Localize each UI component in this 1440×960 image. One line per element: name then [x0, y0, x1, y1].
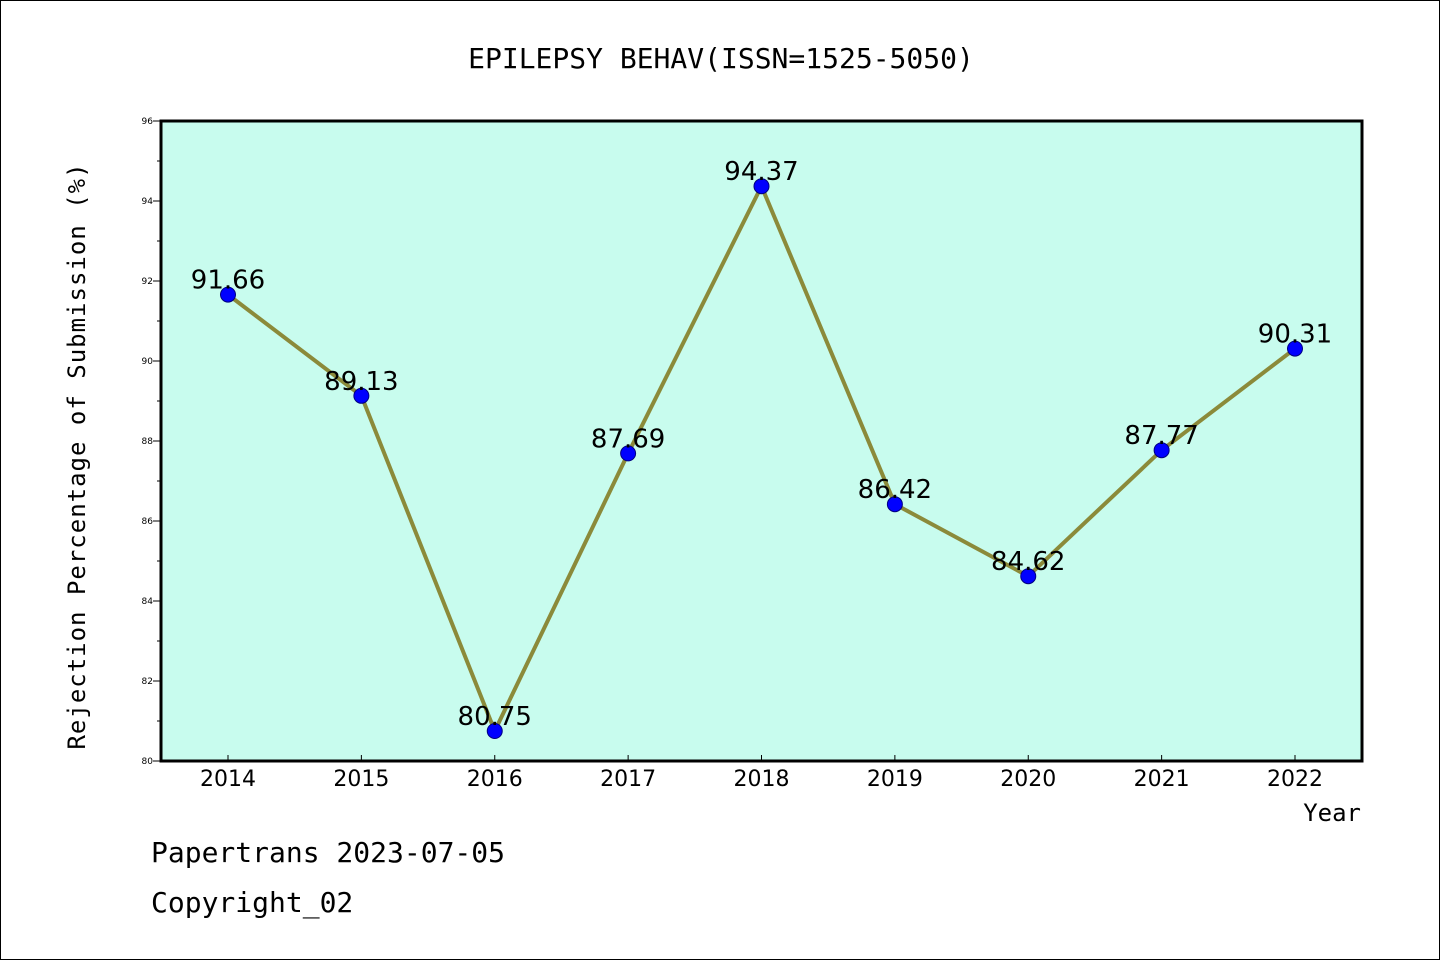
x-tick-label: 2017 [600, 767, 656, 792]
y-tick-label: 84 [142, 597, 154, 607]
y-axis-label: Rejection Percentage of Submission (%) [63, 162, 91, 749]
x-tick-label: 2016 [467, 767, 523, 792]
x-axis: 2014 2015 2016 2017 2018 2019 2020 2021 2022 [200, 755, 1323, 792]
data-point [620, 445, 637, 462]
data-label: 91.66 [191, 266, 265, 296]
x-tick-label: 2014 [200, 767, 256, 792]
y-tick-label: 94 [142, 197, 154, 207]
y-tick-label: 92 [142, 277, 153, 287]
x-tick-label: 2019 [867, 767, 923, 792]
y-tick-label: 86 [142, 517, 154, 527]
data-point [886, 496, 903, 513]
y-tick-label: 90 [142, 357, 154, 367]
data-point [1020, 568, 1037, 585]
data-label: 84.62 [991, 547, 1065, 577]
x-tick-label: 2018 [734, 767, 790, 792]
data-label: 86.42 [858, 475, 932, 505]
y-tick-label: 80 [142, 757, 154, 767]
chart-title: EPILEPSY BEHAV(ISSN=1525-5050) [468, 42, 974, 75]
x-tick-label: 2022 [1267, 767, 1323, 792]
data-point [220, 286, 236, 303]
series-layer: 91.66 89.13 80.75 87.69 94.37 86.42 84.62 87.77… [191, 157, 1332, 739]
footer-date-text: Papertrans 2023-07-05 [151, 836, 506, 869]
data-point [486, 723, 503, 739]
x-axis-label: Year [1303, 799, 1361, 827]
data-label: 90.31 [1258, 320, 1332, 350]
y-axis: 80 82 84 86 88 90 92 94 96 [142, 117, 161, 767]
x-tick-label: 2021 [1134, 767, 1190, 792]
data-point [1153, 442, 1170, 459]
data-label: 87.69 [591, 424, 665, 454]
plot-area [159, 119, 1364, 763]
data-label: 94.37 [724, 157, 798, 187]
y-tick-label: 88 [142, 437, 154, 447]
data-label: 87.77 [1124, 421, 1198, 451]
y-tick-label: 82 [142, 677, 153, 687]
x-tick-label: 2020 [1000, 767, 1056, 792]
x-tick-label: 2015 [333, 767, 389, 792]
data-label: 89.13 [324, 367, 398, 397]
footer-copyright-text: Copyright_02 [151, 886, 354, 919]
data-point [1287, 340, 1303, 357]
data-point [353, 387, 370, 404]
y-tick-label: 96 [142, 117, 154, 127]
data-label: 80.75 [458, 702, 532, 732]
data-point [753, 178, 770, 195]
